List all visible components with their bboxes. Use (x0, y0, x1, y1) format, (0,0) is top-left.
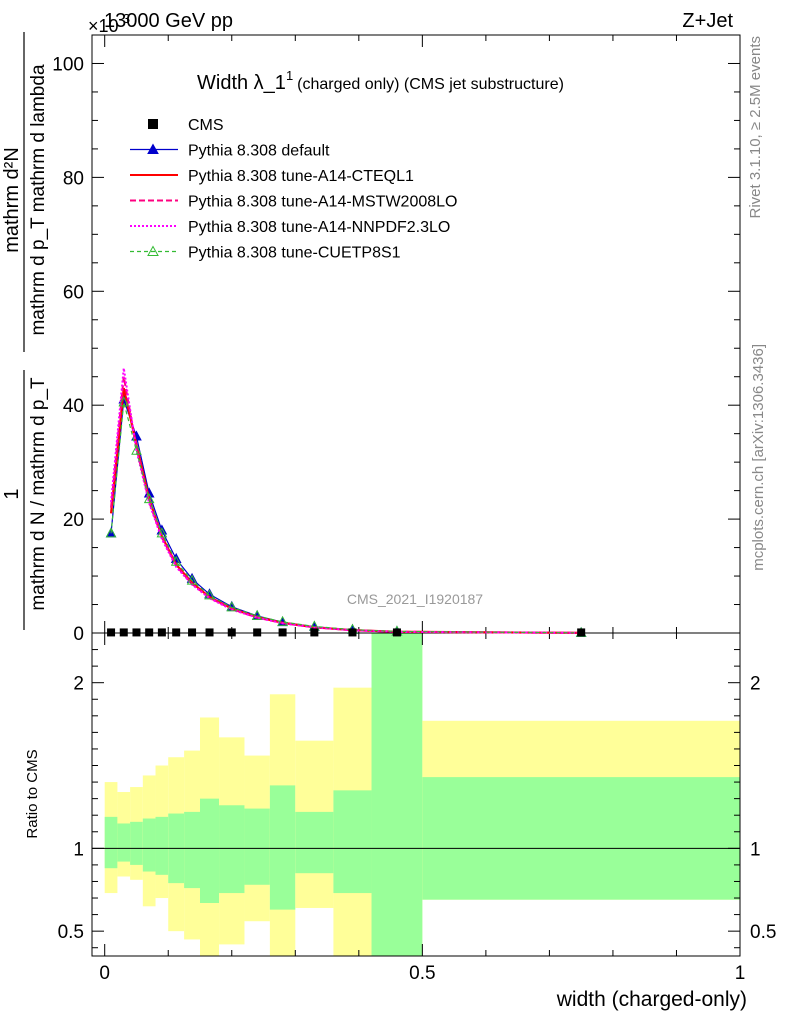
x-tick-label: 0.5 (409, 963, 435, 984)
main-y-tick-label: 0 (73, 624, 84, 645)
ratio-green-band-bin (422, 777, 740, 900)
legend-entry: Pythia 8.308 tune-A14-CTEQL1 (130, 168, 414, 185)
legend-triangle-marker (147, 245, 159, 256)
cms-data-point (205, 628, 214, 637)
chart-title: Width λ_11 (charged only) (CMS jet substr… (197, 68, 564, 94)
legend-label: Pythia 8.308 default (188, 143, 330, 160)
cuetp8s1-triangle-marker (186, 574, 198, 585)
legend-label: Pythia 8.308 tune-CUETP8S1 (188, 245, 401, 262)
cuetp8s1-triangle-marker (131, 444, 142, 455)
cms-data-point (348, 628, 357, 637)
main-y-tick-label: 40 (63, 396, 84, 417)
main-y-tick-label: 20 (63, 510, 84, 531)
ylabel-prefix-numerator: 1 (1, 488, 23, 499)
ratio-green-band-bin (269, 785, 296, 910)
ratio-green-band-bin (184, 811, 200, 889)
ratio-y-axis-label: Ratio to CMS (24, 749, 41, 838)
main-y-tick-label: 100 (52, 54, 84, 75)
rivet-label: Rivet 3.1.10, ≥ 2.5M events (747, 36, 764, 219)
series-line-5 (110, 402, 582, 634)
cuetp8s1-triangle-marker (170, 555, 182, 566)
legend-triangle-marker (147, 143, 159, 154)
cms-data-point (119, 628, 128, 637)
ratio-uncertainty-bands (92, 633, 740, 956)
y-exponent-power: -3 (119, 11, 131, 26)
cuetp8s1-triangle-marker (143, 493, 155, 504)
ratio-green-band-bin (333, 790, 372, 894)
y-exponent-base: ×10 (88, 16, 119, 36)
main-axes: 0 20 40 60 80 100 (52, 35, 741, 645)
cms-data-point (278, 628, 287, 637)
cuetp8s1-triangle-marker (226, 601, 238, 612)
cuetp8s1-triangle-marker (118, 396, 130, 407)
ratio-green-band-bin (219, 805, 245, 894)
ratio-axes: 0.5 0.51 12 20 0.5 1 (58, 633, 776, 984)
cms-data-point (577, 628, 586, 637)
ratio-y-tick-label-right: 0.5 (750, 922, 776, 943)
ratio-green-band-bin (244, 808, 270, 885)
main-series-group (105, 368, 587, 637)
chart-title-main: Width λ_1 (197, 72, 286, 94)
y-exponent-label: ×10-3 (88, 11, 130, 36)
cuetp8s1-triangle-marker (277, 615, 288, 626)
ratio-y-tick-label-right: 2 (750, 674, 761, 695)
ratio-green-band-bin (142, 818, 156, 872)
legend-entry: Pythia 8.308 tune-A14-NNPDF2.3LO (130, 219, 450, 236)
legend: CMS Pythia 8.308 default Pythia 8.308 tune… (130, 117, 457, 262)
cms-data-point (157, 628, 166, 637)
x-tick-label: 1 (735, 963, 746, 984)
cms-data-point (107, 628, 116, 637)
legend-cms-marker (148, 119, 158, 129)
cms-data-point (172, 628, 181, 637)
ratio-green-band-bin (371, 633, 423, 956)
ratio-green-band-bin (200, 798, 220, 903)
cms-data-point (227, 628, 236, 637)
legend-label: Pythia 8.308 tune-A14-CTEQL1 (188, 168, 414, 185)
legend-entry: Pythia 8.308 tune-CUETP8S1 (130, 245, 401, 262)
ratio-green-band-bin (155, 816, 169, 875)
mcplots-label: mcplots.cern.ch [arXiv:1306.3436] (750, 344, 767, 571)
cuetp8s1-triangle-marker (204, 589, 215, 600)
chart-title-sup: 1 (286, 68, 293, 83)
ratio-plot-frame (91, 632, 741, 957)
analysis-watermark: CMS_2021_I1920187 (347, 591, 483, 607)
x-tick-label: 0 (99, 963, 110, 984)
ratio-y-tick-label: 0.5 (58, 922, 84, 943)
ratio-green-band-bin (117, 823, 131, 862)
main-y-tick-label: 60 (63, 282, 84, 303)
chart-title-sub: (charged only) (CMS jet substructure) (297, 76, 564, 93)
cms-data-point (145, 628, 154, 637)
ylabel-prefix-denominator: mathrm d N / mathrm d p_T (28, 377, 49, 611)
main-y-tick-label: 80 (63, 168, 84, 189)
ratio-y-tick-label: 1 (73, 839, 84, 860)
ratio-green-band-bin (295, 811, 334, 874)
legend-entry: Pythia 8.308 default (130, 143, 330, 160)
header-energy: 13000 GeV pp (104, 10, 233, 32)
legend-label: Pythia 8.308 tune-A14-MSTW2008LO (188, 194, 457, 211)
ylabel-numerator: mathrm d²N (1, 147, 23, 253)
legend-entry: CMS (148, 117, 224, 134)
cuetp8s1-triangle-marker (156, 527, 168, 538)
cuetp8s1-triangle-marker (105, 527, 117, 538)
cms-data-point (253, 628, 262, 637)
legend-label: CMS (188, 117, 224, 134)
ratio-green-band-bin (104, 816, 118, 869)
ratio-y-tick-label-right: 1 (750, 839, 761, 860)
cms-data-point (310, 628, 319, 637)
legend-entry: Pythia 8.308 tune-A14-MSTW2008LO (130, 194, 457, 211)
ylabel-denominator: mathrm d p_T mathrm d lambda (28, 64, 49, 335)
ratio-green-band-bin (130, 821, 143, 865)
cuetp8s1-triangle-marker (251, 609, 263, 620)
legend-label: Pythia 8.308 tune-A14-NNPDF2.3LO (188, 219, 450, 236)
main-y-axis-label: 1 mathrm d N / mathrm d p_T mathrm d²N m… (1, 32, 49, 630)
ratio-y-tick-label: 2 (73, 674, 84, 695)
cms-data-point (188, 628, 197, 637)
cms-data-point (132, 628, 141, 637)
cms-data-point (392, 628, 401, 637)
x-axis-label: width (charged-only) (556, 988, 747, 1011)
header-process: Z+Jet (682, 10, 733, 32)
